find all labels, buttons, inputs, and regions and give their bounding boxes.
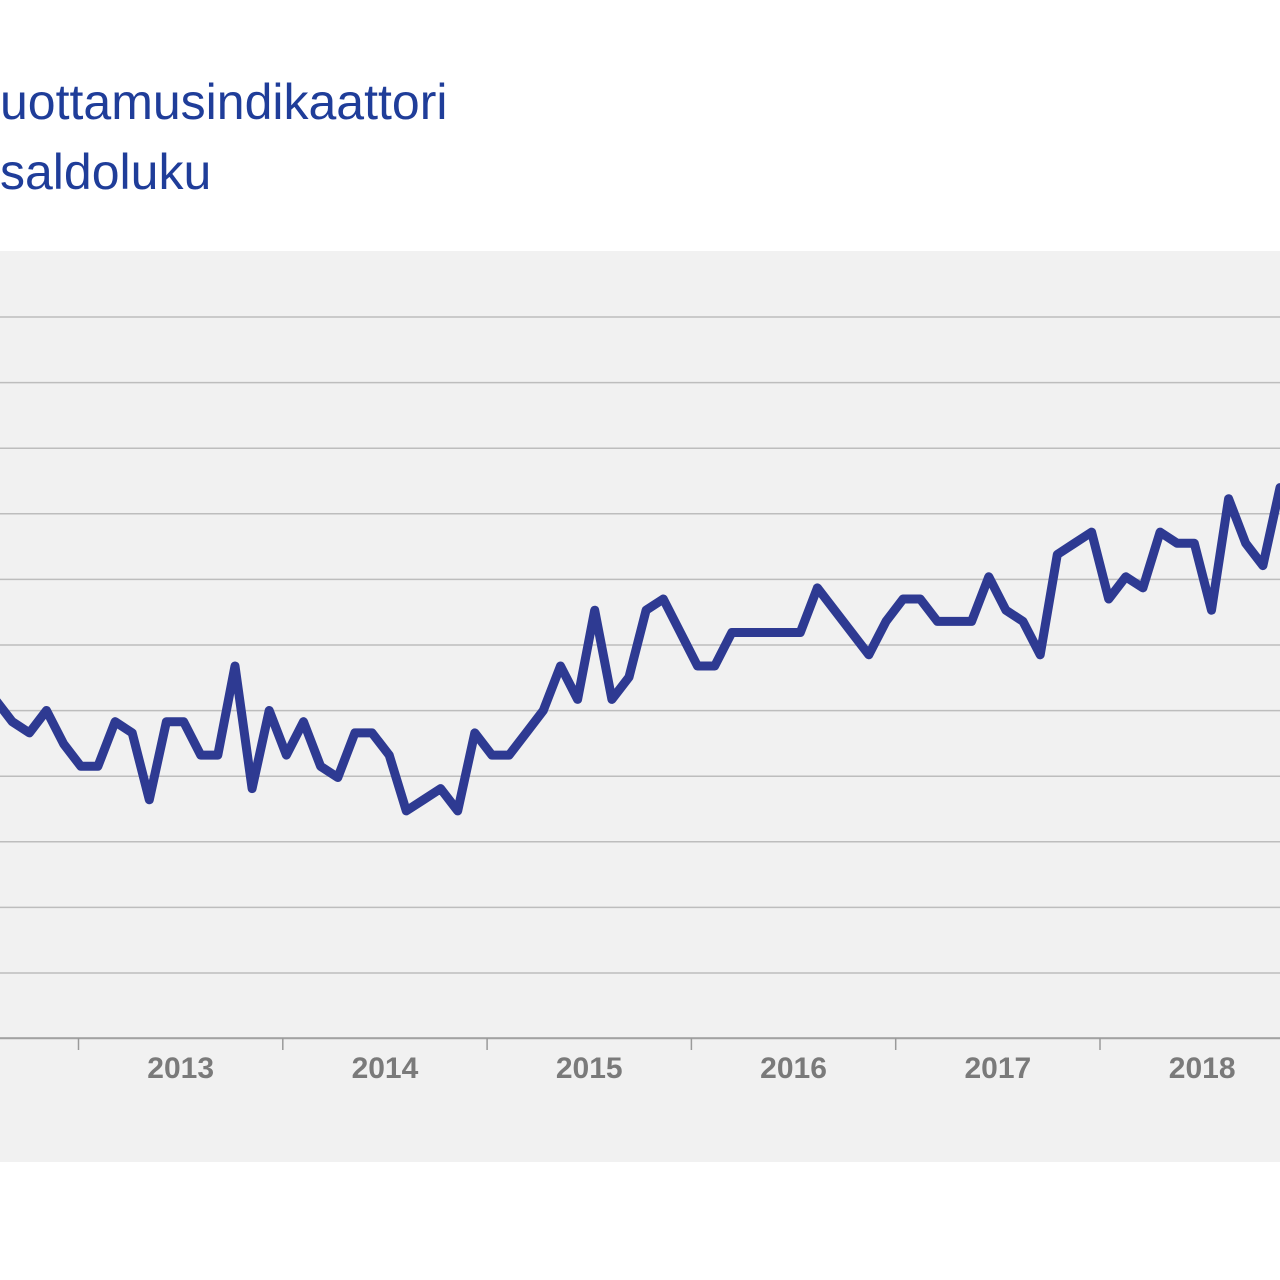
x-axis-ticks — [77, 1038, 1101, 1050]
x-axis-tick-labels: 2201320142015201620172018 — [147, 1052, 1236, 1085]
x-tick-label: 2016 — [760, 1052, 827, 1085]
x-tick-label: 2014 — [352, 1052, 419, 1085]
x-tick-label: 2017 — [964, 1052, 1031, 1085]
gridlines — [0, 316, 1280, 1040]
chart-title-line-1: uottamusindikaattori — [0, 74, 448, 130]
x-tick-label: 2015 — [556, 1052, 623, 1085]
x-tick-label: 2018 — [1169, 1052, 1236, 1085]
series-group — [0, 483, 1280, 816]
plot-background — [0, 251, 1280, 1162]
chart-title-line-2: saldoluku — [0, 144, 212, 200]
series-line — [0, 483, 1280, 816]
x-tick-label: 2013 — [147, 1052, 214, 1085]
